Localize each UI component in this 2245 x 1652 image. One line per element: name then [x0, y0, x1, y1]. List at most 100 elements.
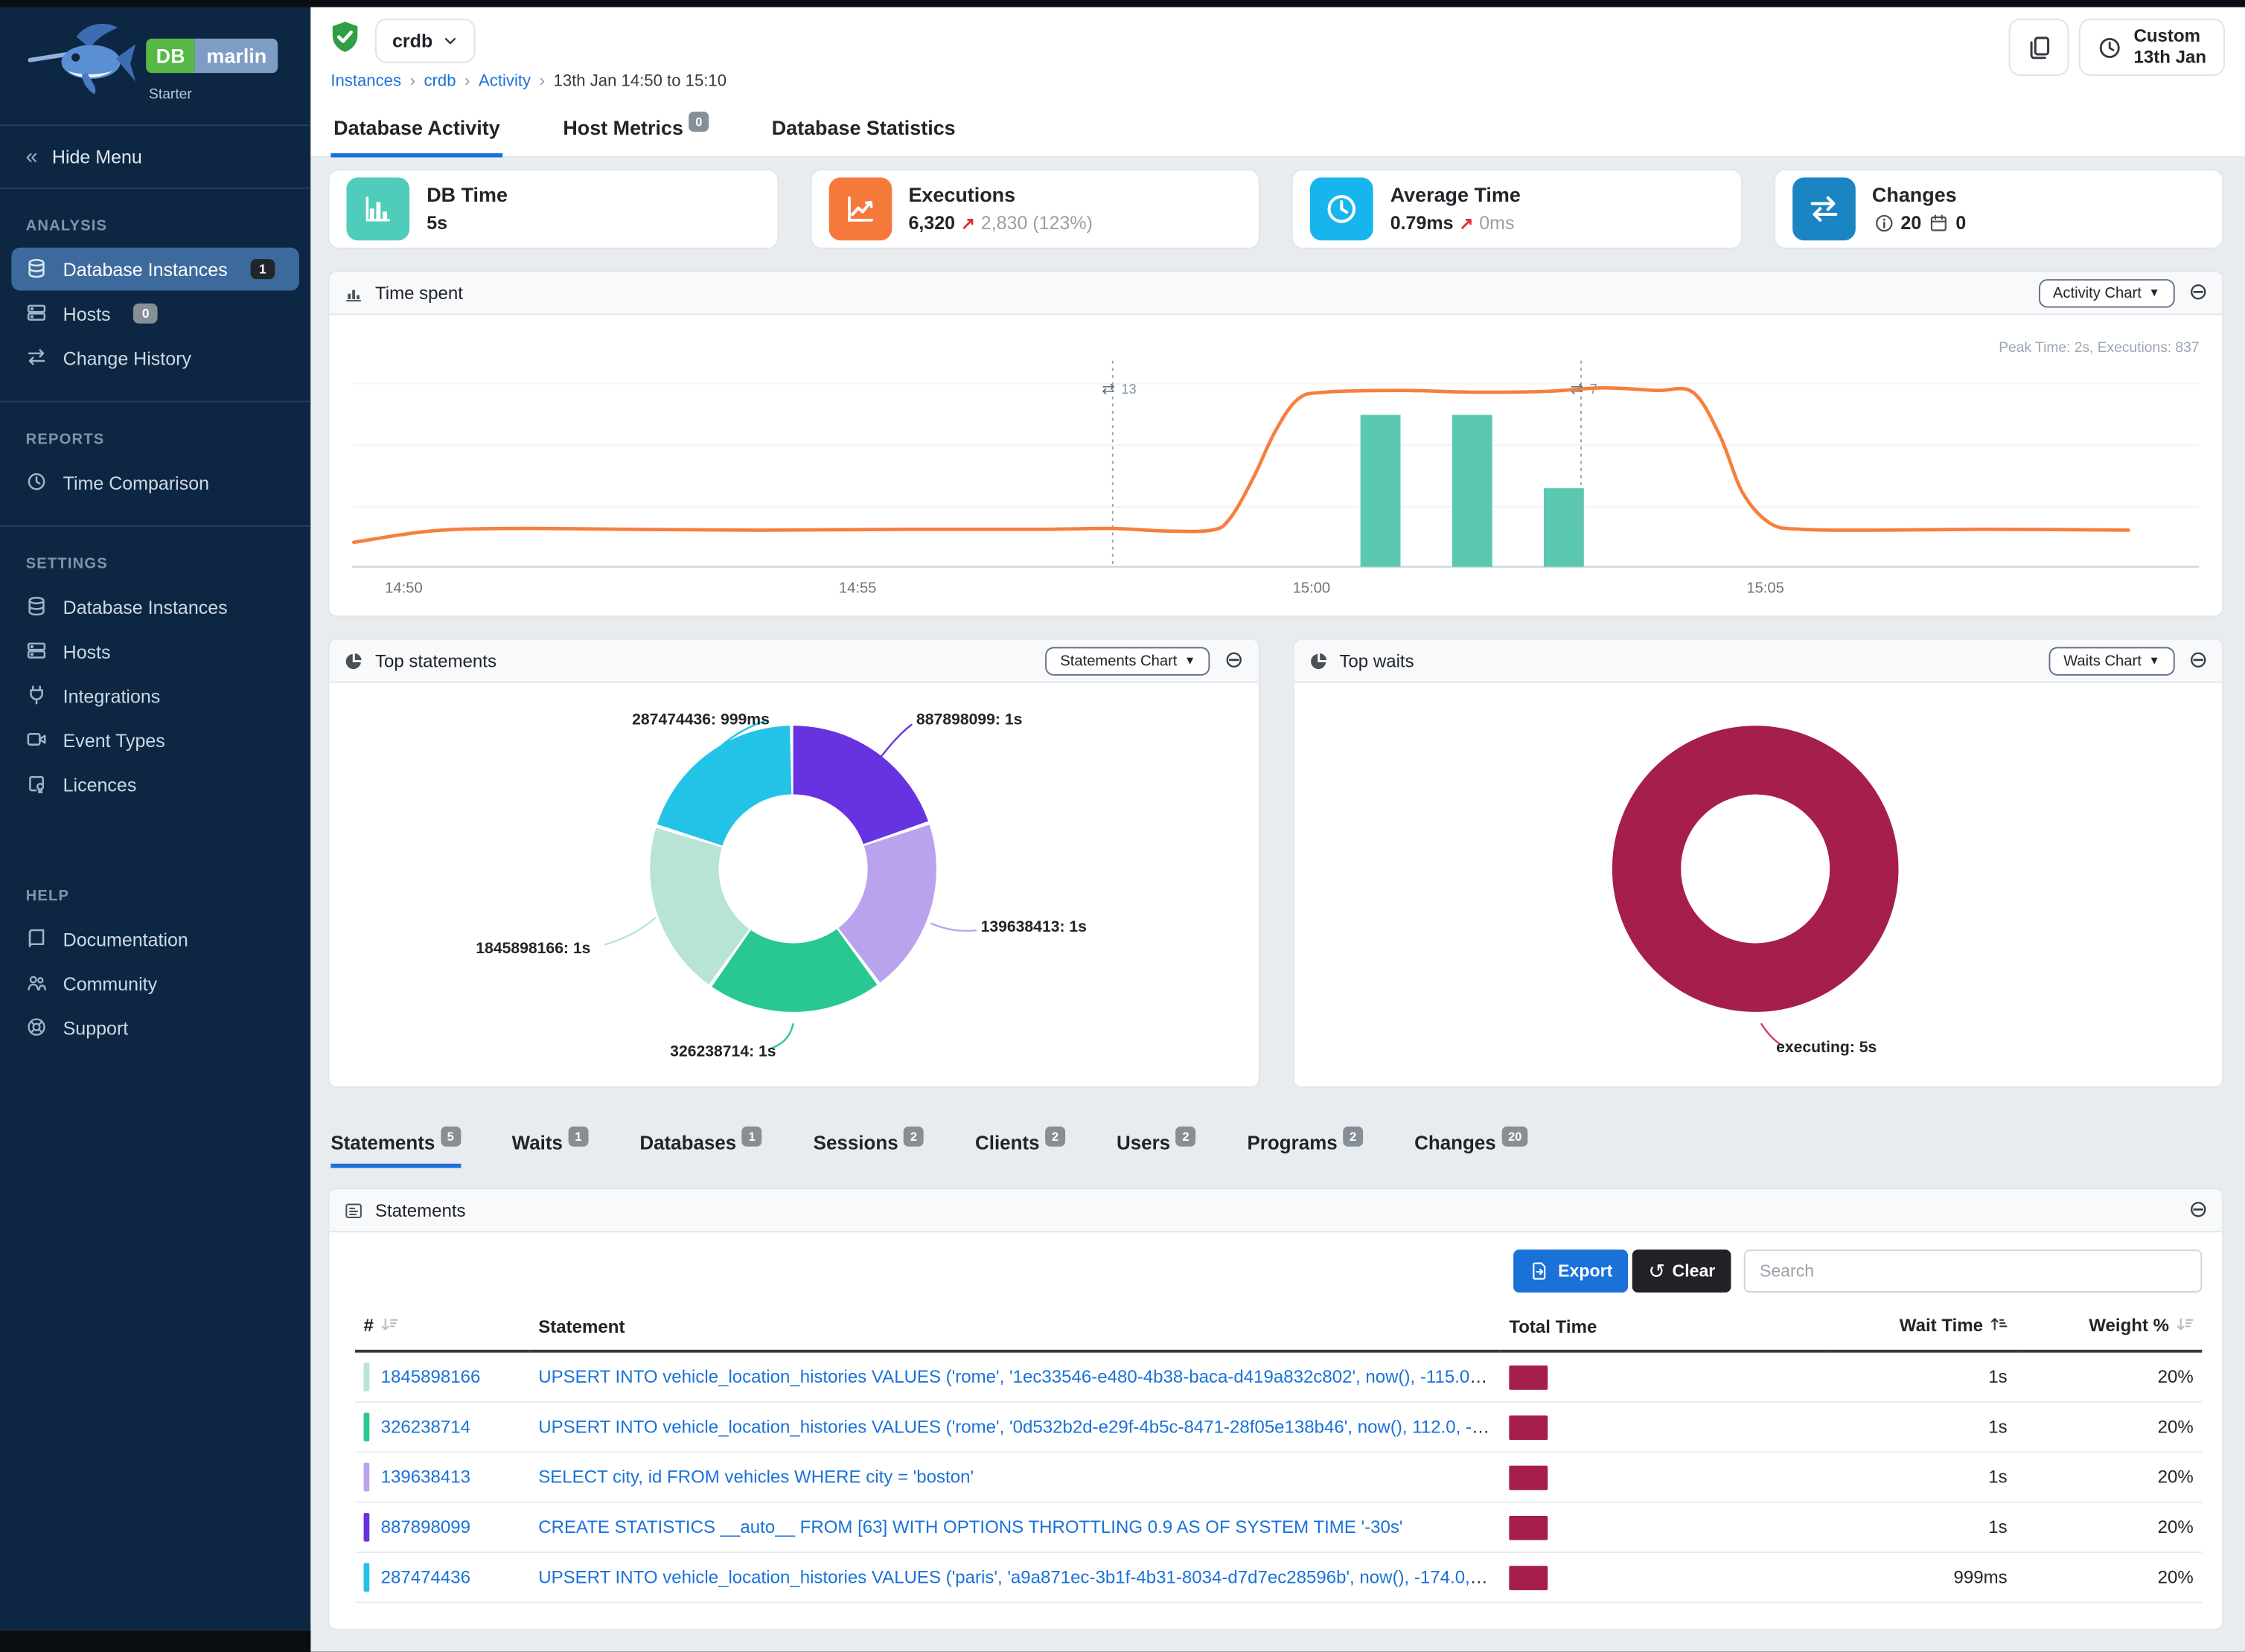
- time-spent-header: Time spent Activity Chart ▼ ⊖: [329, 272, 2223, 316]
- sidebar-item-hosts[interactable]: Hosts: [11, 630, 299, 673]
- breadcrumb-item[interactable]: crdb: [424, 73, 456, 91]
- export-button[interactable]: Export: [1513, 1249, 1629, 1293]
- detail-tab-statements[interactable]: Statements 5: [330, 1126, 461, 1168]
- column-header-statement: Statement: [529, 1307, 1501, 1353]
- statement-id-link[interactable]: 326238714: [380, 1417, 471, 1438]
- sidebar-section-label: REPORTS: [25, 430, 105, 449]
- sidebar-item-label: Event Types: [63, 729, 165, 751]
- total-time-bar: [1509, 1415, 1548, 1440]
- waits-donut-chart[interactable]: executing: 5s: [1294, 682, 2222, 1086]
- detail-tab-sessions[interactable]: Sessions 2: [814, 1126, 924, 1168]
- weight-value: 20%: [2016, 1452, 2203, 1503]
- calendar-icon: [1929, 213, 1949, 233]
- search-input[interactable]: [1743, 1249, 2203, 1293]
- label-leader-line: [930, 922, 977, 932]
- tab-database-activity[interactable]: Database Activity: [330, 103, 503, 158]
- sidebar-item-hosts[interactable]: Hosts 0: [11, 292, 299, 335]
- statement-sql-link[interactable]: UPSERT INTO vehicle_location_histories V…: [538, 1567, 1501, 1588]
- statement-row[interactable]: 1845898166 UPSERT INTO vehicle_location_h…: [355, 1351, 2203, 1403]
- total-time-bar: [1509, 1365, 1548, 1389]
- detail-tab-users[interactable]: Users 2: [1117, 1126, 1196, 1168]
- statements-donut-chart[interactable]: 287474436: 999ms 887898099: 1s 139638413: …: [329, 682, 1257, 1086]
- bar-chart-icon: [346, 289, 361, 301]
- column-header--[interactable]: #: [355, 1307, 530, 1353]
- sort-icon[interactable]: [2177, 1317, 2194, 1337]
- count-badge: 2: [1045, 1126, 1065, 1147]
- hide-menu-button[interactable]: « Hide Menu: [0, 126, 310, 188]
- time-range-date: 13th Jan: [2133, 47, 2207, 68]
- wait-time-value: 1s: [1830, 1402, 2016, 1453]
- collapse-panel-icon[interactable]: ⊖: [2188, 647, 2208, 673]
- undo-icon: ↺: [1648, 1258, 1665, 1282]
- statements-chart-dropdown[interactable]: Statements Chart ▼: [1046, 646, 1210, 675]
- table-toolbar: Export ↺ Clear: [329, 1232, 2222, 1307]
- collapse-panel-icon[interactable]: ⊖: [2188, 1197, 2208, 1222]
- tab-database-statistics[interactable]: Database Statistics: [771, 115, 956, 139]
- detail-tab-waits[interactable]: Waits 1: [512, 1126, 589, 1168]
- statement-row[interactable]: 887898099 CREATE STATISTICS __auto__ FROM…: [355, 1502, 2203, 1553]
- weight-value: 20%: [2016, 1502, 2203, 1553]
- licences-icon: [26, 773, 49, 796]
- change-marker-count: 13: [1121, 381, 1136, 397]
- activity-chart-dropdown[interactable]: Activity Chart ▼: [2038, 278, 2174, 307]
- tab-host-metrics[interactable]: Host Metrics 0: [560, 103, 711, 157]
- collapse-panel-icon[interactable]: ⊖: [1224, 647, 1244, 673]
- sidebar-item-database-instances[interactable]: Database Instances 1: [11, 247, 300, 291]
- weight-value: 20%: [2016, 1402, 2203, 1453]
- collapse-panel-icon[interactable]: ⊖: [2188, 280, 2208, 304]
- db-time-line: [351, 385, 2130, 545]
- breadcrumb-item[interactable]: Instances: [330, 73, 402, 91]
- sidebar-item-documentation[interactable]: Documentation: [11, 918, 299, 961]
- app-logo[interactable]: DB marlin Starter: [0, 7, 310, 125]
- window-edge: [0, 0, 2245, 7]
- count-badge: 1: [568, 1126, 589, 1147]
- sidebar-item-database-instances[interactable]: Database Instances: [11, 586, 299, 629]
- sidebar-item-community[interactable]: Community: [11, 962, 299, 1005]
- detail-tab-programs[interactable]: Programs 2: [1247, 1126, 1363, 1168]
- copy-link-button[interactable]: [2009, 19, 2069, 76]
- caret-down-icon: ▼: [1184, 654, 1196, 667]
- time-range-button[interactable]: Custom 13th Jan: [2079, 19, 2226, 76]
- sidebar-item-time-comparison[interactable]: Time Comparison: [11, 461, 299, 504]
- divider: [0, 400, 311, 403]
- label-leader-line: [1759, 1022, 1784, 1048]
- statement-id-link[interactable]: 1845898166: [380, 1366, 481, 1387]
- instance-selector[interactable]: crdb: [374, 19, 476, 63]
- total-time-bar: [1509, 1565, 1548, 1590]
- column-header-wait-time[interactable]: Wait Time: [1830, 1307, 2016, 1353]
- statement-row[interactable]: 326238714 UPSERT INTO vehicle_location_hi…: [355, 1402, 2203, 1453]
- statement-row[interactable]: 139638413 SELECT city, id FROM vehicles W…: [355, 1452, 2203, 1503]
- database-icon: [26, 257, 49, 281]
- detail-tab-changes[interactable]: Changes 20: [1414, 1126, 1528, 1168]
- statement-id-link[interactable]: 139638413: [380, 1467, 471, 1488]
- statement-sql-link[interactable]: CREATE STATISTICS __auto__ FROM [63] WIT…: [538, 1517, 1403, 1537]
- statement-id-link[interactable]: 887898099: [380, 1517, 471, 1537]
- sidebar-item-change-history[interactable]: Change History: [11, 336, 299, 380]
- statement-sql-link[interactable]: UPSERT INTO vehicle_location_histories V…: [538, 1417, 1501, 1438]
- sort-icon[interactable]: [1990, 1317, 2008, 1337]
- breadcrumb-item[interactable]: Activity: [479, 73, 531, 91]
- sort-icon[interactable]: [381, 1317, 398, 1337]
- divider: [0, 187, 311, 189]
- kpi-title: DB Time: [427, 182, 508, 206]
- statement-id-link[interactable]: 287474436: [380, 1567, 471, 1588]
- waits-chart-dropdown[interactable]: Waits Chart ▼: [2048, 646, 2174, 675]
- top-statements-panel: Top statements Statements Chart ▼ ⊖ 28747…: [328, 638, 1259, 1088]
- detail-tab-databases[interactable]: Databases 1: [639, 1126, 762, 1168]
- statements-panel: Statements ⊖ Export ↺ Clear: [328, 1188, 2224, 1630]
- time-spent-panel: Time spent Activity Chart ▼ ⊖ ⇄ 13 ⇄ 7 14:50 1…: [328, 270, 2224, 618]
- column-header-weight-[interactable]: Weight %: [2016, 1307, 2203, 1353]
- sidebar-item-licences[interactable]: Licences: [11, 763, 299, 806]
- breadcrumb-separator: ›: [539, 73, 546, 91]
- statement-row[interactable]: 287474436 UPSERT INTO vehicle_location_hi…: [355, 1552, 2203, 1604]
- detail-tab-clients[interactable]: Clients 2: [975, 1126, 1065, 1168]
- sidebar-item-integrations[interactable]: Integrations: [11, 674, 299, 717]
- change-history-icon: [26, 346, 49, 369]
- clear-button[interactable]: ↺ Clear: [1632, 1249, 1731, 1293]
- sidebar-item-support[interactable]: Support: [11, 1006, 299, 1049]
- count-badge: 0: [689, 112, 709, 132]
- statement-sql-link[interactable]: SELECT city, id FROM vehicles WHERE city…: [538, 1467, 974, 1488]
- sidebar-item-event-types[interactable]: Event Types: [11, 719, 299, 762]
- statement-sql-link[interactable]: UPSERT INTO vehicle_location_histories V…: [538, 1366, 1501, 1387]
